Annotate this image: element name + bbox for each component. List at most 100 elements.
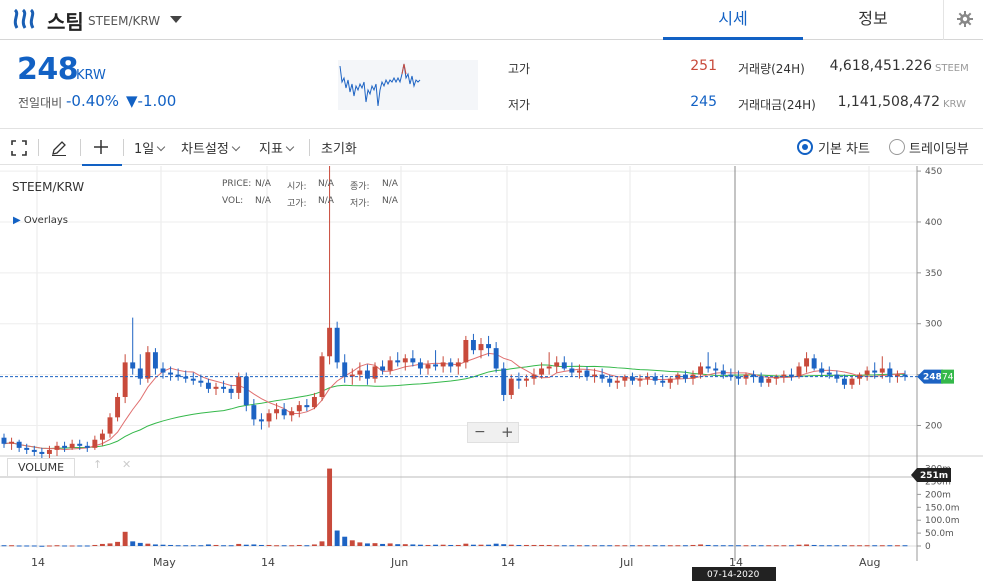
volume-bar [728, 545, 734, 547]
candle-body [592, 374, 598, 377]
volume-bar [175, 545, 181, 547]
period-select[interactable]: 1일 [134, 138, 166, 157]
x-tick-label: 14 [729, 556, 743, 569]
volume-bar [54, 545, 60, 547]
candle-body [152, 352, 158, 369]
volume-bar [357, 542, 363, 546]
crosshair-tool-button[interactable] [82, 129, 122, 166]
volume-bar [319, 541, 325, 546]
candle-body [728, 374, 734, 377]
candle-body [781, 374, 787, 377]
volume-bar [486, 544, 492, 546]
close-icon[interactable]: ✕ [122, 458, 132, 471]
indicators-select[interactable]: 지표 [259, 138, 295, 157]
volume-bar [713, 545, 719, 547]
candlestick-chart[interactable]: 200250300350400450050.0m100.0m150.0m200m… [0, 160, 983, 583]
low-value: 245 [690, 94, 717, 110]
volume-bar [637, 545, 643, 547]
candle-body [221, 386, 227, 389]
volume-bar [152, 544, 158, 546]
volume-24h-label: 거래량(24H) [738, 62, 805, 76]
volume-bar [698, 544, 704, 546]
fullscreen-icon[interactable] [11, 140, 27, 156]
candle-body [637, 378, 643, 381]
candle-body [327, 327, 333, 357]
legend-close-label: 종가: [350, 182, 370, 192]
candle-body [576, 370, 582, 373]
price-tick-label: 350 [925, 269, 942, 279]
volume-bar [592, 545, 598, 547]
volume-bar [857, 545, 863, 547]
x-tick-label: 14 [501, 556, 515, 569]
candle-body [516, 378, 522, 381]
candle-body [864, 370, 870, 375]
candle-body [175, 374, 181, 377]
volume-bar [743, 545, 749, 547]
overlays-toggle[interactable]: ▶ Overlays [13, 215, 68, 226]
volume-24h-unit: STEEM [935, 63, 969, 74]
candle-body [493, 348, 499, 369]
candle-body [99, 433, 105, 440]
volume-bar [470, 544, 476, 546]
candle-body [660, 380, 666, 383]
candle-body [39, 451, 45, 454]
volume-bar [690, 544, 696, 546]
x-tick-label: May [153, 556, 176, 569]
coin-select-chevron-down-icon[interactable] [170, 16, 182, 23]
tab-info[interactable]: 정보 [858, 9, 888, 28]
legend-vol-value: N/A [255, 196, 271, 206]
candle-body [228, 388, 234, 393]
volume-bar [190, 545, 196, 547]
settings-button[interactable] [943, 0, 983, 40]
basic-chart-label[interactable]: 기본 차트 [818, 142, 870, 157]
candle-body [826, 372, 832, 375]
candle-body [9, 441, 15, 444]
high-value: 251 [690, 58, 717, 74]
candle-body [698, 366, 704, 375]
volume-bar [667, 545, 673, 547]
chart-settings-select[interactable]: 차트설정 [181, 138, 241, 157]
candle-body [122, 362, 128, 397]
volume-bar [607, 545, 613, 547]
tab-price[interactable]: 시세 [663, 0, 803, 40]
candle-body [137, 368, 143, 379]
candle-body [902, 374, 908, 377]
current-price: 248 [17, 52, 79, 87]
arrow-up-icon[interactable]: ↑ [93, 458, 103, 471]
volume-bar [773, 545, 779, 547]
candle-body [266, 413, 272, 422]
volume-bar [183, 545, 189, 547]
volume-bar [327, 468, 333, 546]
candle-body [584, 370, 590, 377]
candle-body [46, 449, 52, 454]
candle-body [607, 378, 613, 383]
zoom-in-button[interactable]: + [501, 423, 514, 441]
volume-bar [281, 545, 287, 547]
volume-bar [145, 543, 151, 546]
candle-body [539, 368, 545, 375]
candle-body [811, 358, 817, 369]
reset-button[interactable]: 초기화 [321, 142, 357, 157]
crosshair-date-label: 07-14-2020 [707, 570, 760, 580]
tradingview-label[interactable]: 트레이딩뷰 [909, 142, 969, 157]
volume-bar [849, 545, 855, 547]
tradingview-radio[interactable] [889, 139, 905, 155]
volume-tag-label: 251m [920, 471, 948, 481]
chevron-down-icon [231, 142, 241, 152]
volume-bar [561, 545, 567, 547]
candle-body [455, 362, 461, 367]
volume-bar [46, 545, 52, 547]
pencil-icon[interactable] [50, 139, 68, 157]
zoom-out-button[interactable]: − [474, 424, 486, 440]
candle-body [274, 409, 280, 414]
volume-bar [819, 545, 825, 547]
candle-body [69, 443, 75, 448]
price-tick-label: 400 [925, 218, 942, 228]
ma-short-line [3, 352, 906, 451]
volume-bar [531, 544, 537, 546]
basic-chart-radio[interactable] [797, 139, 813, 155]
candle-body [387, 360, 393, 371]
candle-body [819, 368, 825, 373]
price-chart-area[interactable]: 200250300350400450050.0m100.0m150.0m200m… [0, 160, 983, 583]
